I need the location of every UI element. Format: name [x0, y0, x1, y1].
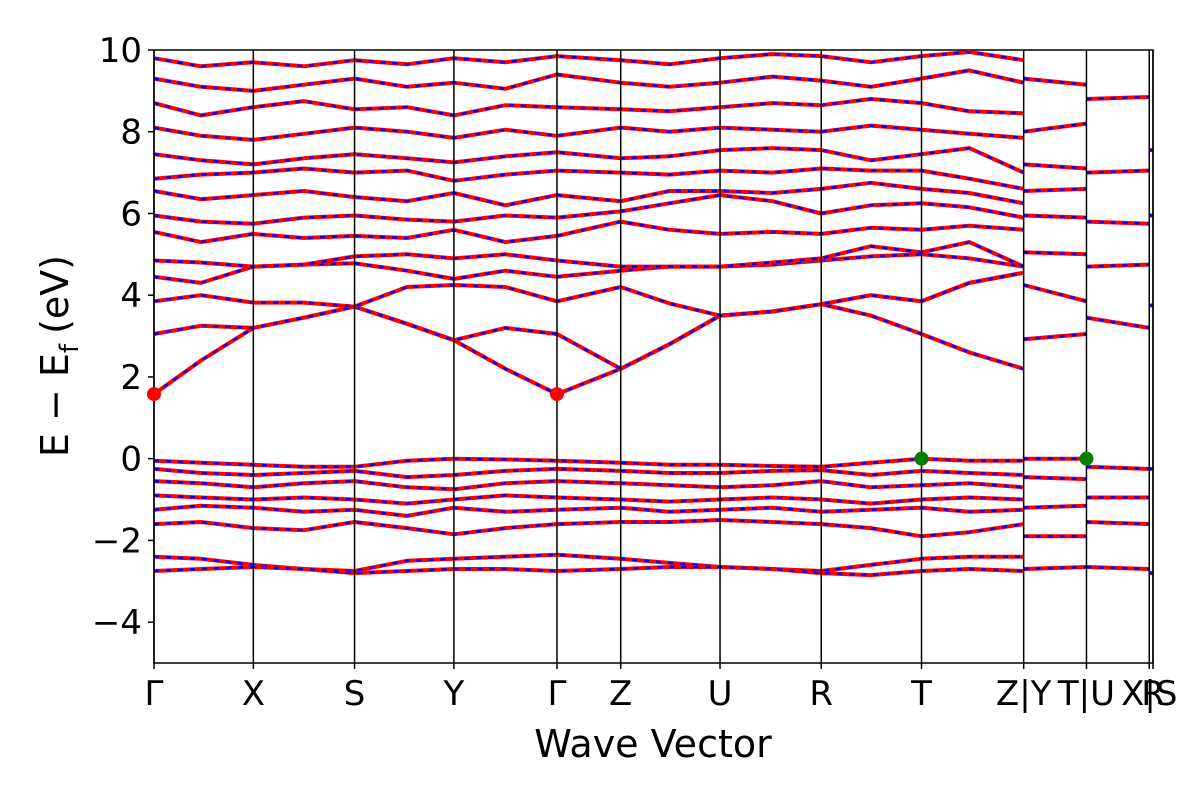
segment-band-3-spin-up [1023, 213, 1087, 220]
x-tick-label-1: X [242, 674, 265, 714]
segment-band-15-spin-down [1086, 220, 1150, 225]
segment-band-1-spin-up [1023, 283, 1088, 304]
segment-band-2-spin-up [1023, 250, 1087, 257]
segment-band-3-spin-down [1023, 214, 1087, 219]
band-6-spin-down [153, 193, 1024, 225]
x-tick-label-7: R [809, 674, 833, 714]
segment-band-10-spin-up [1023, 503, 1087, 510]
segment-band-12-spin-up [1023, 565, 1087, 571]
segment-band-17-spin-down [1086, 95, 1150, 101]
band-14-spin-down [153, 457, 1024, 469]
y-axis-label-main: E − E [33, 353, 77, 457]
segment-band-20-spin-down [1086, 520, 1150, 526]
band-8-spin-up [153, 166, 1025, 191]
band-lines [152, 50, 1153, 578]
band-10-spin-up [153, 123, 1024, 142]
y-tick-label-0: −4 [92, 603, 142, 643]
band-20-spin-down [153, 553, 1024, 573]
y-axis-label-unit: (eV) [33, 255, 77, 334]
band-2-spin-up [153, 270, 1025, 318]
x-ticks: Γ X S Y Γ Z U R T Z|Y T|U X|SR [145, 663, 1177, 714]
segment-band-4-spin-up [1023, 186, 1087, 193]
x-tick-label-10: T|U [1057, 674, 1115, 714]
y-tick-label-6: 8 [120, 113, 142, 153]
x-tick-label-0: Γ [145, 674, 164, 714]
segment-band-5-spin-down [1023, 163, 1087, 170]
segment-band-12-spin-down [1023, 565, 1087, 571]
band-18-spin-down [153, 504, 1024, 518]
segment-band-21-spin-down [1086, 565, 1150, 571]
x-tick-label-12: R [1141, 674, 1165, 714]
band-18-spin-up [153, 503, 1024, 518]
band-21-spin-down [153, 565, 1024, 577]
band-3-spin-down [153, 253, 1024, 285]
band-11-spin-up [153, 97, 1024, 118]
y-axis-label: E − Ef (eV) [33, 255, 85, 457]
band-7-spin-down [153, 181, 1024, 207]
y-tick-label-1: −2 [92, 521, 142, 561]
y-tick-label-4: 4 [120, 276, 142, 316]
segment-band-18-spin-down [1086, 465, 1150, 471]
band-5-spin-down [153, 220, 1024, 244]
x-tick-label-2: S [344, 674, 366, 714]
x-tick-label-5: Z [609, 674, 632, 714]
x-tick-label-11: X|S [1121, 674, 1177, 714]
x-tick-label-8: T [910, 674, 932, 714]
band-16-spin-down [153, 479, 1024, 491]
y-tick-label-3: 2 [120, 358, 142, 398]
segment-band-9-spin-down [1023, 475, 1087, 481]
band-17-spin-down [153, 494, 1024, 505]
segment-band-13-spin-up [1086, 315, 1150, 330]
band-4-spin-down [153, 240, 1025, 268]
x-tick-label-6: U [708, 674, 733, 714]
y-ticks: −4 −2 0 2 4 6 8 10 [92, 31, 154, 643]
x-tick-label-3: Y [442, 674, 464, 714]
y-tick-label-7: 10 [99, 31, 142, 71]
vbm-marker-3 [1079, 451, 1094, 466]
band-3-spin-up [153, 252, 1024, 285]
segment-band-7-spin-up [1023, 76, 1087, 87]
cbm-marker-1 [549, 387, 564, 402]
extrema-markers [147, 387, 1094, 466]
x-tick-label-9: Z|Y [996, 674, 1052, 714]
segment-band-16-spin-up [1086, 168, 1150, 175]
segment-band-6-spin-down [1023, 122, 1087, 133]
band-13-spin-up [153, 50, 1024, 69]
segment-band-14-spin-down [1086, 263, 1150, 268]
cbm-marker-0 [147, 387, 161, 402]
y-tick-label-5: 6 [120, 194, 142, 234]
segment-band-0-spin-down [1023, 332, 1087, 341]
segment-band-15-spin-up [1086, 219, 1150, 226]
y-axis-label-subscript: f [55, 343, 85, 353]
x-tick-label-4: Γ [547, 674, 566, 714]
band-12-spin-up [153, 68, 1025, 93]
segment-band-7-spin-down [1023, 77, 1087, 86]
segment-band-10-spin-down [1023, 504, 1087, 509]
segment-band-16-spin-down [1086, 169, 1150, 174]
vbm-marker-2 [914, 451, 929, 466]
band-5-spin-up [153, 219, 1024, 245]
band-19-spin-up [153, 518, 1024, 539]
segment-band-20-spin-up [1086, 520, 1150, 527]
segment-band-2-spin-down [1023, 251, 1087, 256]
y-tick-label-2: 0 [120, 440, 142, 480]
segment-band-14-spin-up [1086, 262, 1150, 269]
segment-band-21-spin-up [1086, 565, 1150, 571]
x-axis-label: Wave Vector [534, 722, 772, 766]
segment-band-6-spin-up [1023, 121, 1087, 134]
band-9-spin-down [153, 146, 1025, 174]
kpoint-divider-lines [153, 50, 1154, 663]
segment-band-0-spin-up [1023, 332, 1087, 342]
band-1-spin-down [153, 271, 1024, 371]
segment-band-5-spin-up [1023, 162, 1087, 171]
segment-band-17-spin-up [1086, 95, 1150, 101]
segment-band-9-spin-up [1023, 475, 1087, 482]
band-15-spin-down [153, 467, 1024, 479]
segment-band-4-spin-down [1023, 187, 1087, 193]
segment-band-18-spin-up [1086, 464, 1150, 471]
